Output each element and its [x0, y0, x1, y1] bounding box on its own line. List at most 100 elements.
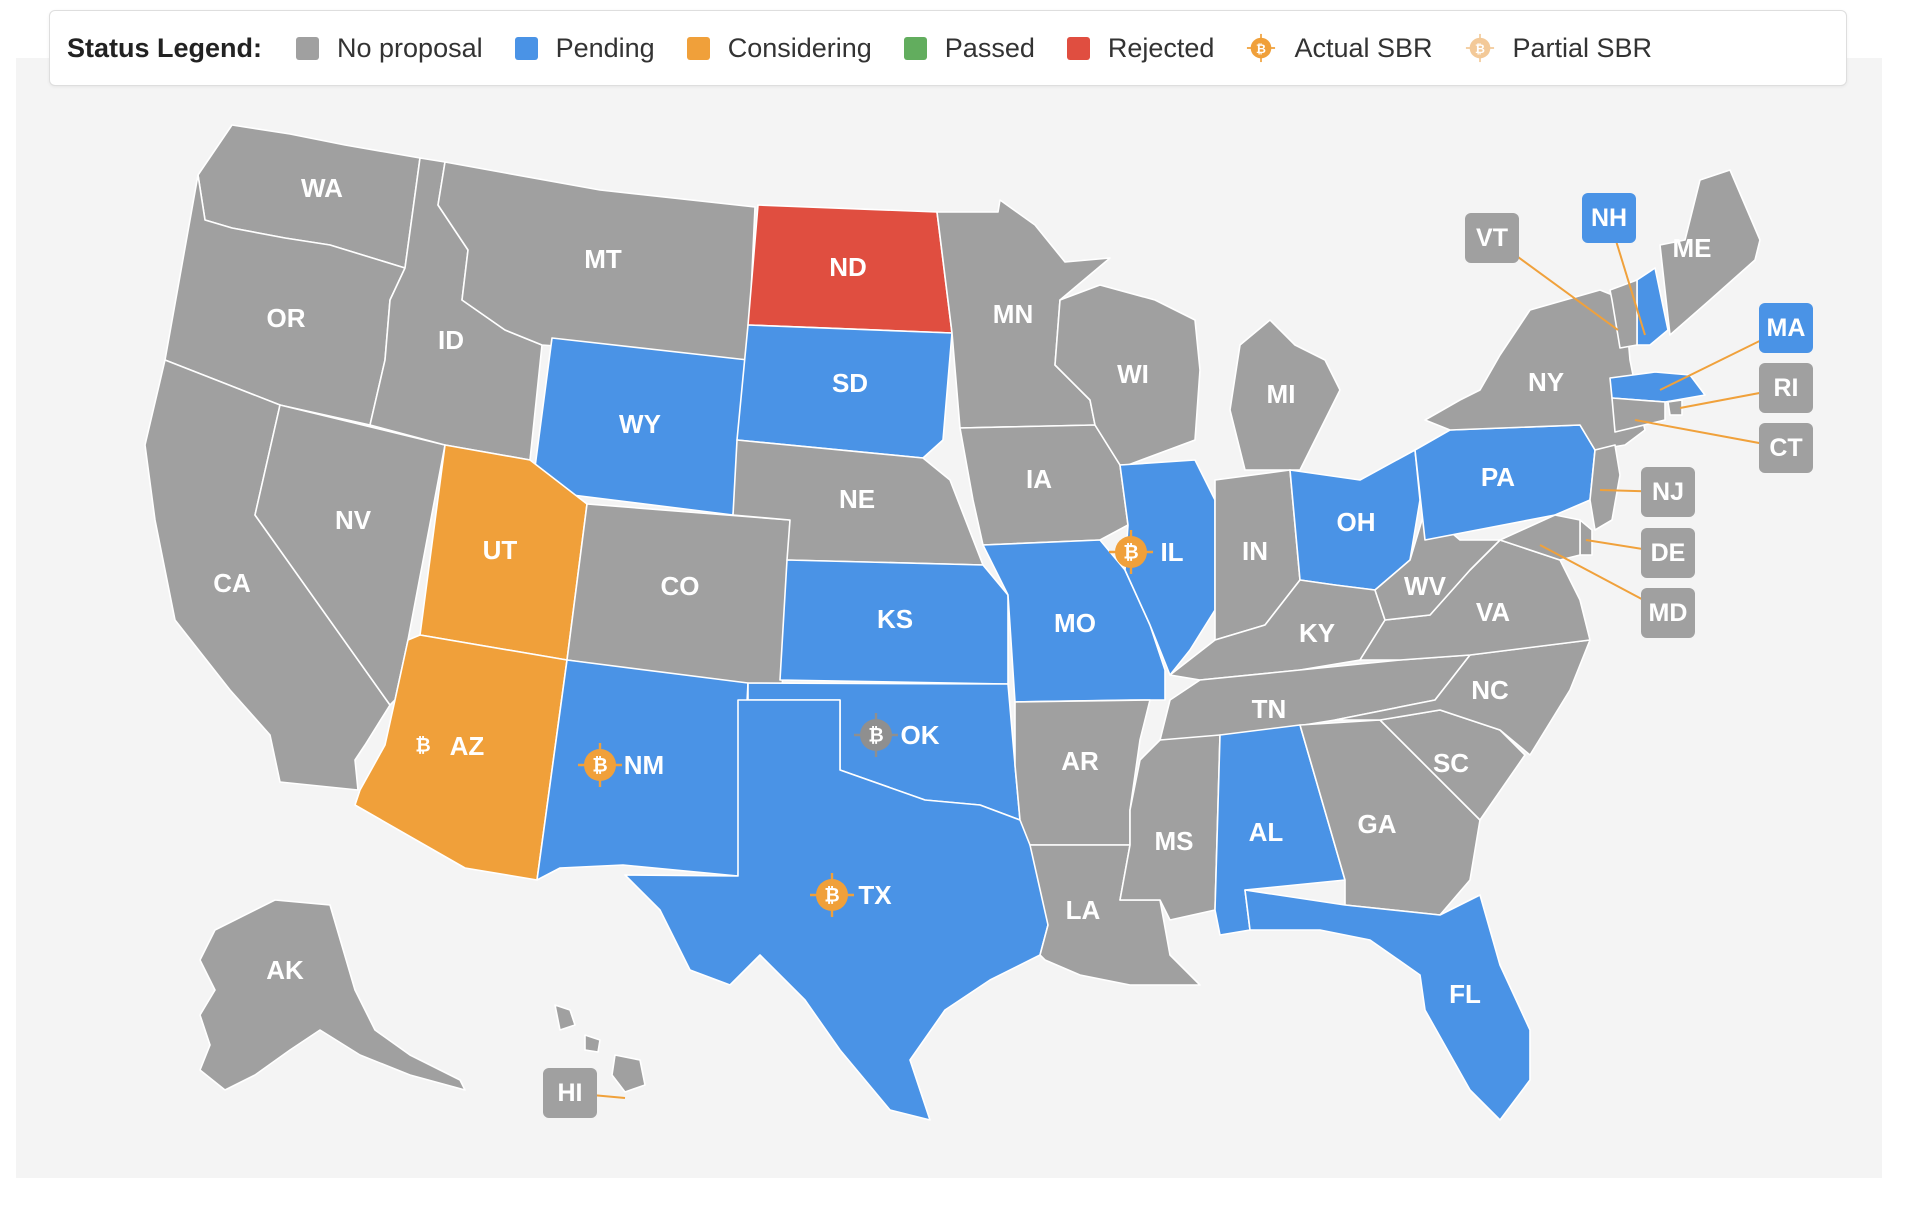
state-label-il: IL	[1160, 537, 1183, 567]
legend-label: No proposal	[337, 32, 483, 63]
state-de[interactable]	[1579, 519, 1593, 556]
callout-box-ri[interactable]	[1759, 363, 1813, 413]
legend-item-considering: Considering	[686, 32, 872, 64]
state-ak[interactable]	[199, 899, 466, 1091]
state-hi[interactable]	[554, 1004, 646, 1093]
legend-item-no-proposal: No proposal	[296, 33, 483, 64]
callout-box-ma[interactable]	[1759, 303, 1813, 353]
state-sd[interactable]	[736, 324, 953, 459]
state-md[interactable]	[1499, 514, 1581, 561]
state-label-wv: WV	[1404, 571, 1447, 601]
state-label-ri: RI	[1774, 374, 1799, 402]
state-label-ia: IA	[1026, 464, 1052, 494]
state-label-nm: NM	[624, 750, 664, 780]
state-me[interactable]	[1659, 169, 1761, 336]
state-label-ga: GA	[1358, 809, 1397, 839]
swatch-passed	[903, 36, 927, 60]
swatch-no-proposal	[296, 36, 320, 60]
state-label-co: CO	[661, 571, 700, 601]
svg-text:₿: ₿	[415, 736, 430, 757]
bitcoin-target-icon: ₿	[1109, 530, 1153, 574]
state-label-vt: VT	[1476, 224, 1508, 252]
state-label-mt: MT	[584, 244, 622, 274]
callout-box-hi[interactable]	[543, 1068, 597, 1118]
state-mt[interactable]	[437, 161, 756, 361]
state-label-wa: WA	[301, 173, 343, 203]
bitcoin-target-icon: ₿	[401, 723, 445, 767]
legend-item-pending: Pending	[514, 33, 655, 64]
state-ny[interactable]	[1424, 289, 1646, 451]
state-ri[interactable]	[1667, 399, 1683, 416]
legend-label: Considering	[727, 32, 872, 63]
state-label-oh: OH	[1337, 507, 1376, 537]
legend-item-actual-sbr: ₿ Actual SBR	[1246, 33, 1433, 64]
state-label-az: AZ	[450, 731, 485, 761]
legend-label: Rejected	[1107, 32, 1215, 63]
state-label-in: IN	[1242, 536, 1268, 566]
callout-box-vt[interactable]	[1465, 213, 1519, 263]
callout-box-md[interactable]	[1641, 588, 1695, 638]
state-label-la: LA	[1066, 895, 1101, 925]
svg-text:₿: ₿	[1475, 42, 1485, 56]
state-or[interactable]	[164, 174, 406, 426]
state-label-me: ME	[1673, 233, 1712, 263]
state-label-hi: HI	[558, 1079, 583, 1107]
svg-text:₿: ₿	[592, 756, 607, 777]
state-label-tn: TN	[1252, 694, 1287, 724]
state-label-ky: KY	[1299, 618, 1335, 648]
state-ct[interactable]	[1611, 397, 1666, 433]
state-ks[interactable]	[779, 559, 1009, 685]
state-wi[interactable]	[1054, 284, 1201, 466]
state-label-de: DE	[1651, 539, 1686, 567]
state-ma[interactable]	[1609, 371, 1706, 403]
state-label-ks: KS	[877, 604, 913, 634]
state-label-ok: OK	[901, 720, 940, 750]
legend-item-passed: Passed	[903, 32, 1035, 64]
state-vt[interactable]	[1609, 279, 1638, 349]
state-label-va: VA	[1476, 597, 1510, 627]
legend-item-rejected: Rejected	[1066, 32, 1215, 64]
state-label-or: OR	[267, 303, 306, 333]
legend-title: Status Legend:	[67, 32, 263, 63]
bitcoin-target-faded-icon: ₿	[854, 713, 898, 757]
state-fl[interactable]	[1244, 889, 1531, 1121]
callout-box-de[interactable]	[1641, 528, 1695, 578]
state-label-ut: UT	[483, 535, 518, 565]
svg-text:₿: ₿	[824, 886, 839, 907]
callout-box-nj[interactable]	[1641, 467, 1695, 517]
state-label-wi: WI	[1117, 359, 1149, 389]
legend-label: Partial SBR	[1512, 32, 1653, 63]
svg-text:₿: ₿	[1256, 42, 1266, 56]
state-label-nv: NV	[335, 505, 372, 535]
state-label-nj: NJ	[1652, 478, 1684, 506]
bitcoin-target-icon: ₿	[1247, 33, 1276, 63]
state-label-ak: AK	[266, 955, 304, 985]
swatch-pending	[514, 36, 538, 60]
state-mo[interactable]	[982, 539, 1166, 703]
state-mi[interactable]	[1229, 319, 1341, 471]
state-label-ma: MA	[1767, 314, 1806, 342]
state-label-ne: NE	[839, 484, 875, 514]
state-label-sc: SC	[1433, 748, 1469, 778]
svg-text:₿: ₿	[868, 726, 883, 747]
bitcoin-target-faded-icon: ₿	[1465, 33, 1494, 63]
state-label-ca: CA	[213, 568, 251, 598]
state-label-wy: WY	[619, 409, 661, 439]
callout-box-ct[interactable]	[1759, 423, 1813, 473]
swatch-rejected	[1066, 36, 1090, 60]
state-nc[interactable]	[1334, 639, 1591, 756]
bitcoin-target-icon: ₿	[578, 743, 622, 787]
state-label-ct: CT	[1769, 434, 1802, 462]
state-label-tx: TX	[858, 880, 892, 910]
state-label-nd: ND	[829, 252, 867, 282]
state-label-mi: MI	[1267, 379, 1296, 409]
legend-item-partial-sbr: ₿ Partial SBR	[1465, 32, 1653, 64]
legend-label: Passed	[944, 32, 1035, 63]
state-nj[interactable]	[1589, 444, 1621, 531]
state-label-fl: FL	[1449, 979, 1481, 1009]
callout-box-nh[interactable]	[1582, 193, 1636, 243]
swatch-considering	[686, 36, 710, 60]
state-label-pa: PA	[1481, 462, 1515, 492]
state-label-mn: MN	[993, 299, 1033, 329]
bitcoin-target-icon: ₿	[810, 873, 854, 917]
